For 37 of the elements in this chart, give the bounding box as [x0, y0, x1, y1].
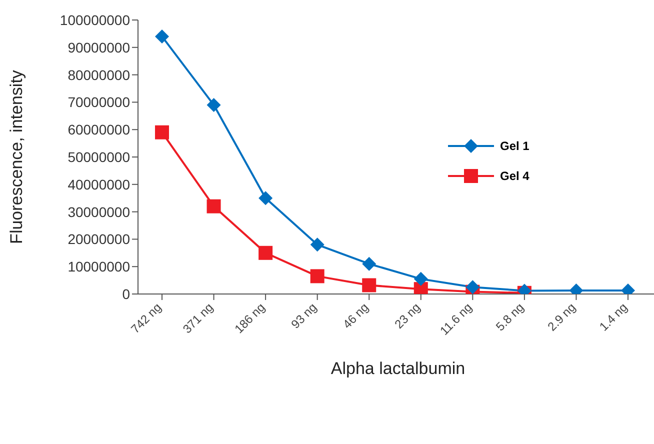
- y-tick-label: 100000000: [60, 12, 130, 28]
- y-tick-label: 70000000: [68, 94, 130, 110]
- legend-label: Gel 1: [500, 139, 530, 153]
- x-tick-label: 46 ng: [340, 300, 372, 332]
- point: [258, 191, 273, 206]
- x-tick-label: 93 ng: [288, 300, 320, 332]
- y-tick-label: 50000000: [68, 148, 130, 165]
- y-tick-label: 40000000: [68, 176, 130, 192]
- y-tick-label: 10000000: [68, 258, 130, 275]
- point: [362, 278, 376, 292]
- y-tick-label: 30000000: [68, 204, 130, 220]
- point: [206, 199, 221, 214]
- y-tick-label: 20000000: [68, 231, 130, 248]
- x-tick-label: 23 ng: [392, 300, 424, 332]
- legend-label: Gel 4: [500, 169, 530, 183]
- x-tick-label: 2.9 ng: [544, 300, 578, 334]
- point: [155, 29, 169, 44]
- point: [258, 246, 273, 260]
- x-tick-label: 186 ng: [232, 300, 268, 336]
- x-tick-label: 5.8 ng: [493, 300, 527, 334]
- y-tick-label: 0: [122, 286, 130, 302]
- x-tick-label: 742 ng: [128, 300, 164, 336]
- x-tick-label: 1.4 ng: [596, 300, 630, 334]
- point: [414, 272, 428, 286]
- point: [310, 269, 324, 284]
- point: [310, 238, 324, 252]
- y-axis-title: Fluorescence, intensity: [7, 70, 26, 244]
- x-axis-title: Alpha lactalbumin: [330, 359, 466, 378]
- point: [206, 98, 221, 112]
- y-tick-label: 60000000: [68, 122, 130, 138]
- y-tick-label: 80000000: [68, 66, 130, 83]
- point: [362, 256, 376, 271]
- y-tick-label: 90000000: [68, 39, 130, 56]
- point: [466, 280, 480, 294]
- x-tick-label: 11.6 ng: [437, 300, 475, 338]
- point: [155, 125, 169, 140]
- x-tick-label: 371 ng: [180, 300, 216, 336]
